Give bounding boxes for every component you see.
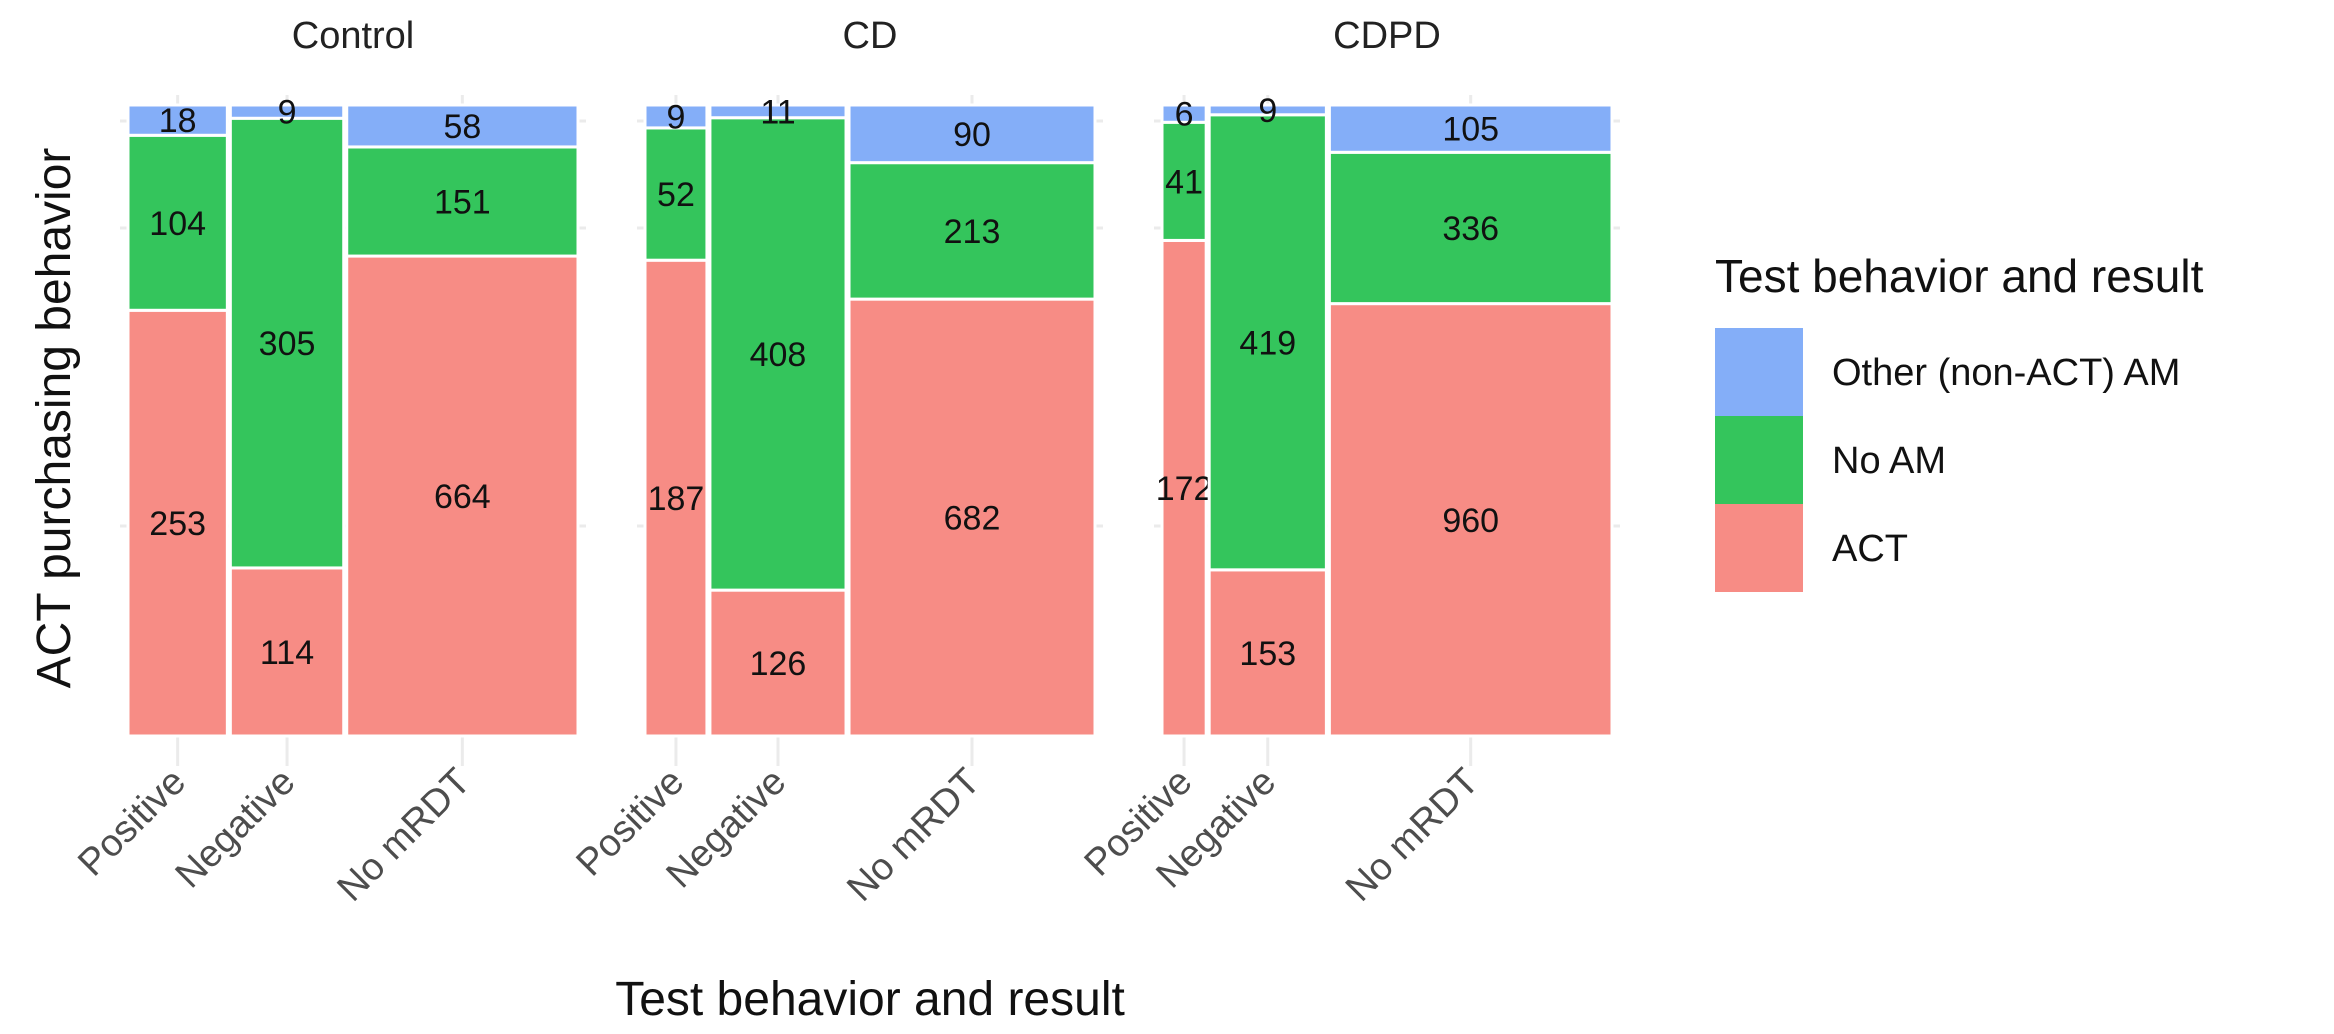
legend-title: Test behavior and result: [1715, 250, 2204, 302]
panels-layer: 25310418Positive1143059Negative66415158N…: [70, 15, 1614, 910]
cell-label-cdpd-no-mrdt-act: 960: [1442, 502, 1499, 540]
cell-label-cdpd-negative-no-am: 419: [1239, 324, 1296, 362]
mosaic-cell-control-no-mrdt-other-non-act-am: [345, 103, 580, 149]
mosaic-cell-cd-no-mrdt-no-am: [847, 161, 1097, 301]
x-tick-label-cd-no-mrdt: No mRDT: [839, 761, 988, 910]
mosaic-cell-cdpd-positive-act: [1160, 238, 1208, 738]
cell-label-cdpd-positive-no-am: 41: [1165, 163, 1203, 201]
panel-title-cd: CD: [843, 15, 898, 57]
cell-label-cd-negative-no-am: 408: [750, 336, 807, 374]
mosaic-cell-cd-negative-act: [708, 588, 848, 738]
cell-label-control-no-mrdt-act: 664: [434, 478, 491, 516]
mosaic-cell-cdpd-positive-no-am: [1160, 120, 1208, 242]
mosaic-cell-cdpd-no-mrdt-other-non-act-am: [1327, 103, 1614, 154]
cell-label-cdpd-no-mrdt-no-am: 336: [1442, 210, 1499, 248]
mosaic-cell-cd-negative-no-am: [708, 116, 848, 592]
cell-label-control-positive-act: 253: [149, 505, 206, 543]
panel-control: 25310418Positive1143059Negative66415158N…: [70, 15, 580, 910]
cell-label-control-positive-other-non-act-am: 18: [159, 102, 197, 140]
x-tick-label-cdpd-no-mrdt: No mRDT: [1338, 761, 1487, 910]
cell-label-cd-no-mrdt-act: 682: [944, 500, 1001, 538]
cell-label-control-negative-no-am: 305: [259, 325, 316, 363]
panel-cd: 187529Positive12640811Negative68221390No…: [569, 15, 1097, 910]
legend-label-no-am: No AM: [1832, 440, 1946, 482]
panel-title-cdpd: CDPD: [1333, 15, 1441, 57]
x-tick-label-control-no-mrdt: No mRDT: [330, 761, 479, 910]
mosaic-cell-control-negative-no-am: [228, 116, 346, 570]
x-axis-title: Test behavior and result: [615, 973, 1125, 1026]
mosaic-cell-cd-no-mrdt-act: [847, 297, 1097, 738]
legend-label-other-non-act-am: Other (non-ACT) AM: [1832, 352, 2180, 394]
mosaic-cell-cdpd-negative-other-non-act-am: [1207, 103, 1328, 117]
cell-label-control-no-mrdt-other-non-act-am: 58: [443, 108, 481, 146]
legend-label-act: ACT: [1832, 528, 1908, 570]
cell-label-cd-no-mrdt-other-non-act-am: 90: [953, 116, 991, 154]
cell-label-cdpd-positive-act: 172: [1156, 470, 1213, 508]
cell-label-control-no-mrdt-no-am: 151: [434, 183, 491, 221]
cell-label-cd-no-mrdt-no-am: 213: [944, 213, 1001, 251]
mosaic-cell-cd-no-mrdt-other-non-act-am: [847, 103, 1097, 165]
cell-label-cdpd-positive-other-non-act-am: 6: [1175, 96, 1194, 134]
legend: Test behavior and result Other (non-ACT)…: [1715, 250, 2204, 592]
legend-swatch-other-non-act-am: [1715, 328, 1803, 416]
panel-title-control: Control: [292, 15, 415, 57]
y-axis-title: ACT purchasing behavior: [28, 148, 81, 689]
mosaic-cell-cd-positive-no-am: [643, 126, 709, 262]
mosaic-cell-cd-negative-other-non-act-am: [708, 103, 848, 120]
cell-label-cd-positive-no-am: 52: [657, 176, 695, 214]
mosaic-cell-control-no-mrdt-no-am: [345, 145, 580, 258]
cell-label-control-positive-no-am: 104: [149, 205, 206, 243]
legend-swatch-act: [1715, 504, 1803, 592]
mosaic-cell-cdpd-no-mrdt-act: [1327, 302, 1614, 738]
mosaic-cell-cdpd-no-mrdt-no-am: [1327, 150, 1614, 306]
panel-cdpd: 172416Positive1534199Negative960336105No…: [1077, 15, 1614, 910]
mosaic-cell-control-negative-other-non-act-am: [228, 103, 346, 120]
cell-label-cd-negative-other-non-act-am: 11: [760, 93, 795, 131]
mosaic-cell-cdpd-positive-other-non-act-am: [1160, 103, 1208, 124]
cell-label-cdpd-negative-other-non-act-am: 9: [1258, 92, 1277, 130]
cell-label-cd-positive-other-non-act-am: 9: [667, 98, 686, 136]
legend-swatch-no-am: [1715, 416, 1803, 504]
cell-label-cdpd-negative-act: 153: [1239, 635, 1296, 673]
mosaic-cell-cd-positive-act: [643, 258, 709, 738]
mosaic-cell-cd-positive-other-non-act-am: [643, 103, 709, 130]
cell-label-control-negative-act: 114: [260, 634, 314, 672]
cell-label-cdpd-no-mrdt-other-non-act-am: 105: [1442, 111, 1499, 149]
mosaic-cell-cdpd-negative-no-am: [1207, 113, 1328, 572]
x-tick-label-control-negative: Negative: [168, 761, 304, 897]
cell-label-cd-negative-act: 126: [750, 645, 807, 683]
mosaic-cell-control-positive-other-non-act-am: [126, 103, 229, 137]
mosaic-cell-control-no-mrdt-act: [345, 254, 580, 738]
cell-label-control-negative-other-non-act-am: 9: [278, 94, 297, 132]
cell-label-cd-positive-act: 187: [648, 480, 705, 518]
